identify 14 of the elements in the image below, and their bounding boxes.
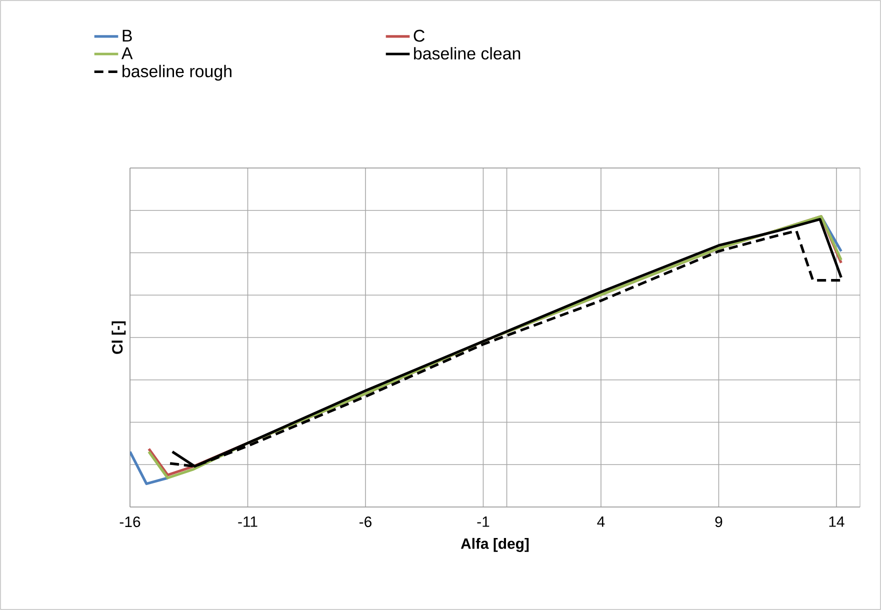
x-tick-label: -11 — [238, 516, 258, 527]
x-tick-label: -1 — [477, 516, 490, 527]
x-tick-label: -16 — [120, 516, 140, 528]
legend-label: C — [414, 30, 425, 42]
x-tick-label: 14 — [829, 516, 844, 527]
legend-label: A — [121, 47, 133, 60]
x-tick-label: 4 — [597, 516, 605, 527]
legend-label: baseline clean — [414, 47, 520, 60]
legend-label: baseline rough — [122, 64, 232, 81]
x-axis-title: Alfa [deg] — [460, 538, 529, 552]
y-axis-title: Cl [-] — [112, 321, 126, 354]
x-tick-label: 9 — [715, 516, 722, 528]
legend-label: B — [122, 30, 132, 42]
x-tick-label: -6 — [360, 516, 372, 528]
